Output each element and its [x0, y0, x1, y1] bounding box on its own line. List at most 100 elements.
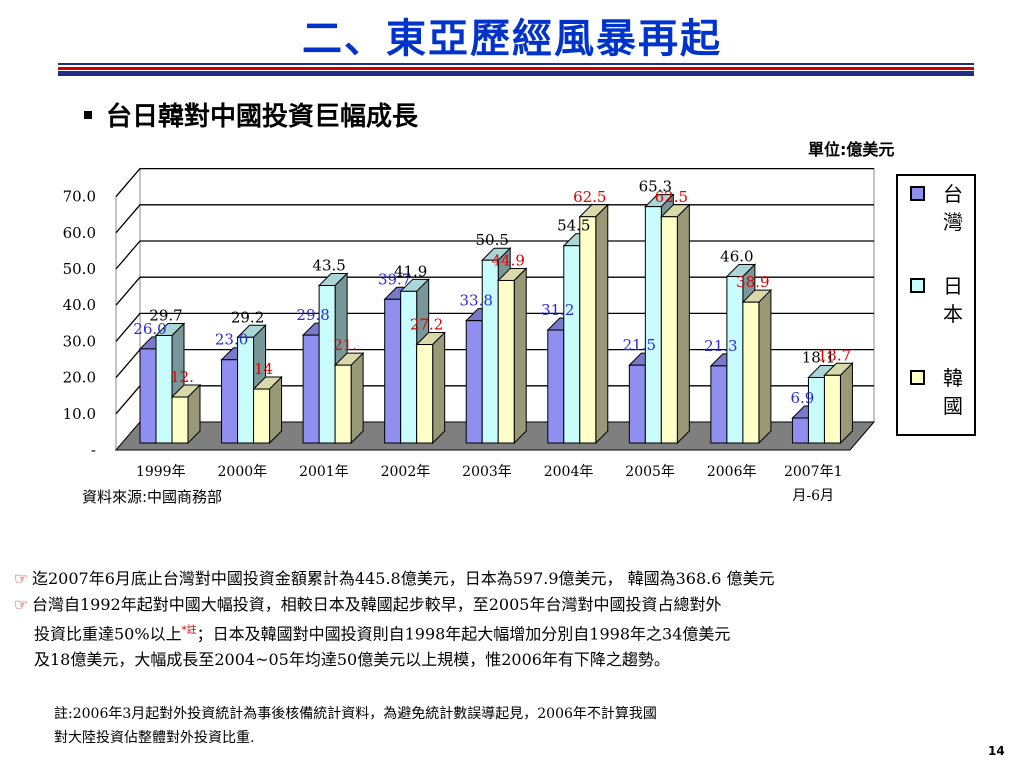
footnote: 註:2006年3月起對外投資統計為事後核備統計資料，為避免統計數誤導起見，200… [54, 702, 914, 750]
y-tick-label: 30.0 [63, 332, 96, 350]
note-continuation: 及18億美元，大幅成長至2004~05年均達50億美元以上規模，惟2006年有下… [14, 647, 1019, 673]
data-label-taiwan: 21.3 [704, 337, 737, 355]
chart-legend: 台灣 日本 韓國 [896, 174, 976, 436]
data-label-japan: 50.5 [476, 231, 509, 249]
data-label-taiwan: 21.5 [623, 336, 656, 354]
data-label-japan: 41.9 [394, 262, 427, 280]
subtitle-text: 台日韓對中國投資巨幅成長 [106, 102, 419, 132]
data-label-korea: 21. [333, 336, 357, 354]
bar-side-korea [269, 375, 283, 445]
x-category-label: 2004年 [544, 464, 594, 480]
subtitle-bullet: 台日韓對中國投資巨幅成長 [84, 96, 418, 133]
gridline [115, 204, 874, 234]
note-text: 迄2007年6月底止台灣對中國投資金額累計為445.8億美元，日本為597.9億… [32, 569, 775, 588]
note-superscript: *註 [181, 625, 197, 636]
bar-korea [579, 216, 597, 444]
y-tick-label: 60.0 [63, 224, 96, 242]
legend-swatch-taiwan [910, 186, 925, 201]
bar-korea [660, 216, 678, 444]
page-number: 14 [988, 744, 1005, 758]
data-label-taiwan: 29.8 [296, 306, 329, 324]
bar-side-korea [513, 267, 527, 445]
x-category-label: 2007年1 [784, 464, 843, 480]
note-text: 投資比重達50%以上 [34, 624, 182, 644]
legend-swatch-korea [910, 370, 925, 385]
gridline [115, 312, 874, 342]
bar-side-korea [758, 288, 772, 445]
data-label-korea: 44.9 [492, 251, 525, 269]
gridline [115, 240, 874, 270]
notes: ☞ 迄2007年6月底止台灣對中國投資金額累計為445.8億美元，日本為597.9… [14, 566, 1019, 673]
data-label-korea: 62.5 [655, 188, 688, 206]
chart-side-wall [115, 167, 141, 452]
bar-japan [563, 245, 581, 444]
bar-side-korea [595, 203, 609, 445]
bar-korea [416, 344, 434, 444]
data-label-korea: 38.9 [736, 273, 769, 291]
bar-korea [253, 388, 271, 444]
y-tick-label: 20.0 [63, 369, 96, 387]
bar-korea [334, 364, 352, 444]
bar-taiwan [139, 348, 157, 444]
square-bullet-icon [84, 110, 92, 119]
bar-taiwan [302, 334, 320, 444]
data-label-japan: 43.5 [312, 257, 345, 275]
data-label-japan: 29.2 [231, 308, 264, 326]
note-continuation: 投資比重達50%以上*註；日本及韓國對中國投資則自1998年起大幅增加分別自19… [14, 618, 1019, 647]
data-label-japan: 46.0 [720, 247, 753, 265]
data-label-taiwan: 6.9 [791, 389, 815, 407]
x-category-label: 2006年 [707, 464, 757, 480]
x-category-label: 2002年 [381, 464, 431, 480]
data-label-taiwan: 31.2 [541, 301, 574, 319]
slide-title: 二、東亞歷經風暴再起 [302, 16, 722, 62]
legend-swatch-japan [910, 278, 925, 293]
data-source: 資料來源:中國商務部 [82, 488, 223, 506]
bar-taiwan [465, 320, 483, 444]
bar-korea [823, 374, 841, 444]
footnote-line: 對大陸投資佔整體對外投資比重. [54, 730, 255, 746]
note-item: ☞ 迄2007年6月底止台灣對中國投資金額累計為445.8億美元，日本為597.9… [14, 566, 1019, 592]
data-label-korea: 62.5 [573, 188, 606, 206]
x-category-label: 2005年 [625, 464, 675, 480]
footnote-line: 註:2006年3月起對外投資統計為事後核備統計資料，為避免統計數誤導起見，200… [54, 706, 657, 722]
bar-taiwan [628, 364, 646, 444]
bar-taiwan [791, 417, 809, 444]
legend-label-taiwan: 台灣 [943, 182, 963, 234]
y-tick-label: - [91, 441, 96, 459]
bar-side-korea [839, 362, 853, 445]
y-tick-label: 40.0 [63, 296, 96, 314]
note-text: ；日本及韓國對中國投資則自1998年起大幅增加分別自1998年之34億美元 [196, 624, 731, 644]
bar-taiwan [547, 329, 565, 444]
gridline [115, 276, 874, 306]
title-rule-thick [58, 71, 974, 76]
x-category-label: 2003年 [462, 464, 512, 480]
x-category-label: 1999年 [136, 464, 186, 480]
bar-side-korea [350, 351, 364, 445]
bar-side-korea [432, 331, 446, 445]
bar-taiwan [221, 359, 239, 444]
bar-japan [481, 259, 499, 444]
y-tick-label: 70.0 [63, 188, 96, 206]
bar-korea [742, 301, 760, 444]
bar-taiwan [384, 298, 402, 444]
data-label-korea: 27.2 [410, 316, 443, 334]
data-label-taiwan: 23.0 [215, 331, 248, 349]
note-text: 及18億美元，大幅成長至2004~05年均達50億美元以上規模，惟2006年有下… [34, 650, 670, 670]
data-label-korea: 14 [254, 360, 273, 378]
bar-korea [497, 279, 515, 444]
bar-japan [400, 290, 418, 444]
data-label-japan: 18.1 [802, 348, 835, 366]
bar-taiwan [710, 365, 728, 444]
bar-korea [171, 396, 189, 444]
note-text: 台灣自1992年起對中國大幅投資，相較日本及韓國起步較早，至2005年台灣對中國… [32, 595, 722, 614]
pointing-hand-icon: ☞ [14, 569, 29, 588]
bar-japan [318, 285, 336, 444]
data-label-japan: 54.5 [557, 217, 590, 235]
bar-side-korea [676, 203, 690, 445]
gridline [115, 167, 874, 198]
bar-japan [644, 206, 662, 444]
data-label-korea: 12. [170, 368, 194, 386]
bar-japan [155, 334, 173, 444]
bar-japan [726, 275, 744, 444]
